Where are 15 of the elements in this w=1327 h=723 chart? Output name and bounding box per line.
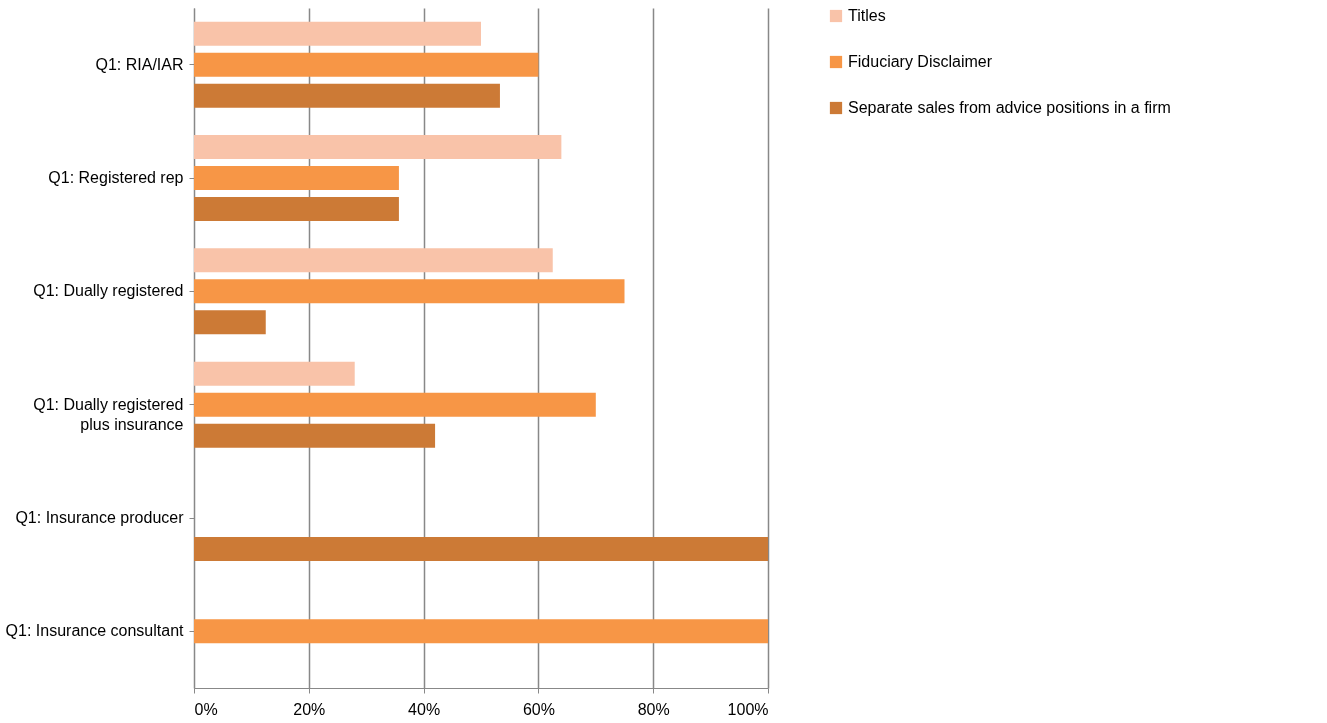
x-tick-label: 20% [293,700,326,718]
x-tick-label: 60% [522,700,555,718]
x-tick-label: 40% [408,700,441,718]
y-tick-label: Q1: Dually registered [33,282,184,300]
y-tick-label: Q1: Insurance consultant [5,622,185,640]
legend-label: Separate sales from advice positions in a firm [848,99,1171,116]
x-tick-label: 100% [727,700,769,718]
legend-label: Fiduciary Disclaimer [848,53,993,70]
y-tick-label: Q1: RIA/IAR [95,55,184,73]
y-tick-label: Q1: Insurance producer [15,509,185,526]
y-tick-label: Q1: Dually registered plus insurance [33,395,184,433]
y-tick-label: Q1: Registered rep [48,169,184,186]
x-tick-label: 0% [194,700,218,718]
legend-label: Titles [848,7,886,24]
x-tick-label: 80% [637,700,670,718]
